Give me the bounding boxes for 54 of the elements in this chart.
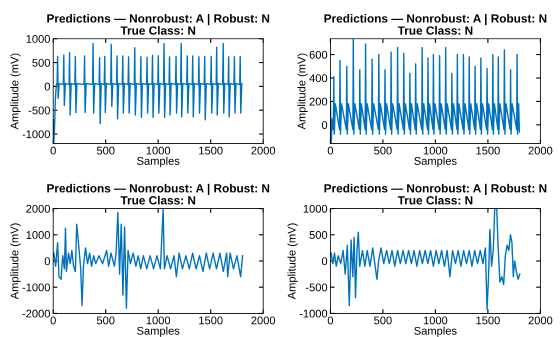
y-tick-label: 200: [310, 98, 328, 106]
x-tick-label: 2000: [528, 316, 552, 324]
x-tick-label: 1500: [199, 316, 223, 324]
x-tick-label: 2000: [251, 316, 276, 324]
x-tick-label: 1500: [476, 316, 500, 324]
y-tick-label: 400: [309, 74, 328, 82]
y-tick-label: -2000: [22, 310, 50, 318]
x-tick-label: 500: [374, 146, 392, 155]
y-tick-label: 2000: [26, 204, 50, 213]
x-tick-label: 0: [328, 316, 334, 324]
y-tick-label: -1000: [22, 130, 50, 138]
line-series: [330, 208, 521, 310]
x-axis-title: Samples: [137, 326, 180, 337]
x-tick-label: 1000: [424, 146, 448, 155]
x-tick-label: 1000: [146, 146, 170, 155]
y-tick-label: 0: [322, 257, 328, 266]
x-tick-label: 500: [96, 146, 115, 155]
x-tick-label: 1500: [476, 146, 500, 155]
y-axis-title: Amplitude (mV): [287, 223, 298, 300]
x-tick-label: 0: [328, 146, 334, 155]
x-axis-title: Samples: [137, 156, 180, 168]
x-tick-label: 2000: [528, 146, 552, 155]
line-series: [53, 42, 242, 144]
x-tick-label: 1500: [199, 146, 223, 155]
x-axis-title: Samples: [414, 326, 457, 337]
y-tick-label: -500: [28, 106, 50, 114]
x-tick-label: 1000: [424, 316, 448, 324]
y-tick-label: 0: [322, 121, 328, 129]
y-tick-label: 1000: [304, 204, 328, 213]
y-tick-label: 0: [44, 82, 50, 91]
y-axis-title: Amplitude (mV): [10, 54, 21, 130]
x-tick-label: 500: [96, 316, 115, 324]
line-series: [53, 208, 244, 309]
y-tick-label: 500: [32, 58, 50, 67]
chart-title: Predictions — Nonrobust: A | Robust: N True Class: N: [324, 14, 546, 35]
y-tick-label: 1000: [26, 231, 50, 239]
y-tick-label: -1000: [300, 310, 328, 318]
x-tick-label: 500: [374, 316, 392, 324]
x-axis-title: Samples: [414, 156, 457, 168]
y-axis-title: Amplitude (mV): [10, 223, 21, 300]
y-tick-label: 600: [310, 50, 328, 59]
y-tick-label: 500: [310, 231, 328, 239]
x-tick-label: 0: [50, 316, 56, 324]
y-tick-label: -1000: [22, 283, 50, 292]
y-tick-label: 1000: [26, 35, 50, 43]
y-axis-title: Amplitude (mV): [297, 54, 308, 130]
chart-title: Predictions — Nonrobust: A | Robust: N True Class: N: [47, 14, 270, 35]
chart-title: Predictions — Nonrobust: A | Robust: N True Class: N: [47, 184, 270, 205]
x-tick-label: 0: [50, 146, 56, 155]
x-tick-label: 1000: [146, 316, 170, 324]
y-tick-label: -500: [306, 283, 328, 292]
x-tick-label: 2000: [251, 146, 276, 155]
y-tick-label: 0: [44, 257, 50, 266]
chart-title: Predictions — Nonrobust: A | Robust: N True Class: N: [324, 184, 546, 205]
